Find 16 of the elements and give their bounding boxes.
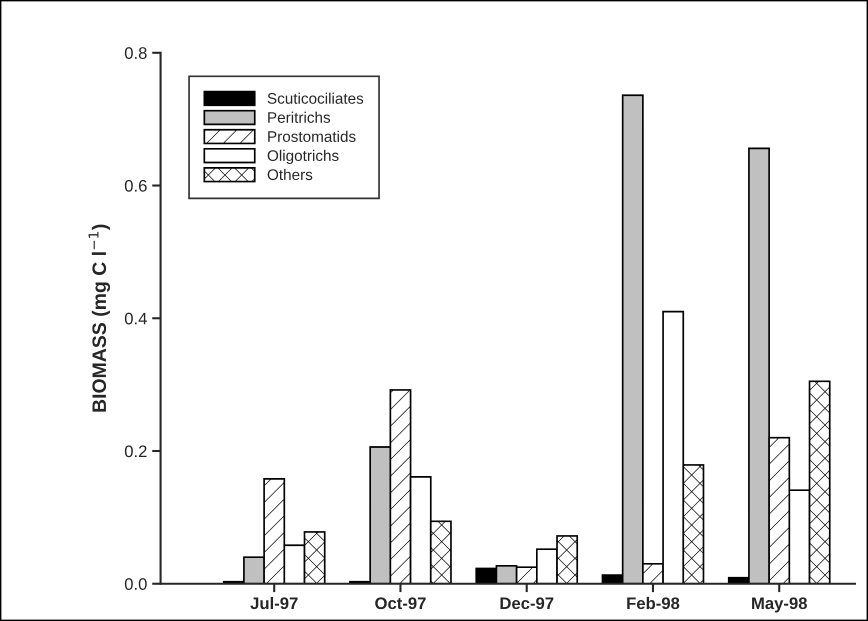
y-tick-label: 0.4 (124, 312, 147, 324)
y-tick-label: 0.0 (124, 578, 147, 590)
y-tick-label: 0.8 (124, 47, 147, 59)
y-axis-title: BIOMASS (mg C l$^{−1}$) (88, 224, 110, 412)
legend-label: Others (268, 168, 312, 180)
x-tick-label: Feb-98 (627, 596, 680, 610)
legend-label: Peritrichs (268, 112, 330, 123)
x-tick-label: Dec-97 (500, 597, 554, 610)
legend-label: Scuticociliates (268, 92, 364, 104)
x-tick-label: Jul-97 (250, 596, 298, 610)
y-tick-label: 0.6 (124, 180, 147, 192)
x-tick-label: Oct-97 (375, 597, 426, 610)
legend-label: Oligotrichs (268, 150, 339, 164)
legend-label: Prostomatids (268, 130, 356, 142)
x-tick-label: May-98 (752, 597, 807, 612)
y-tick-label: 0.2 (124, 445, 147, 458)
